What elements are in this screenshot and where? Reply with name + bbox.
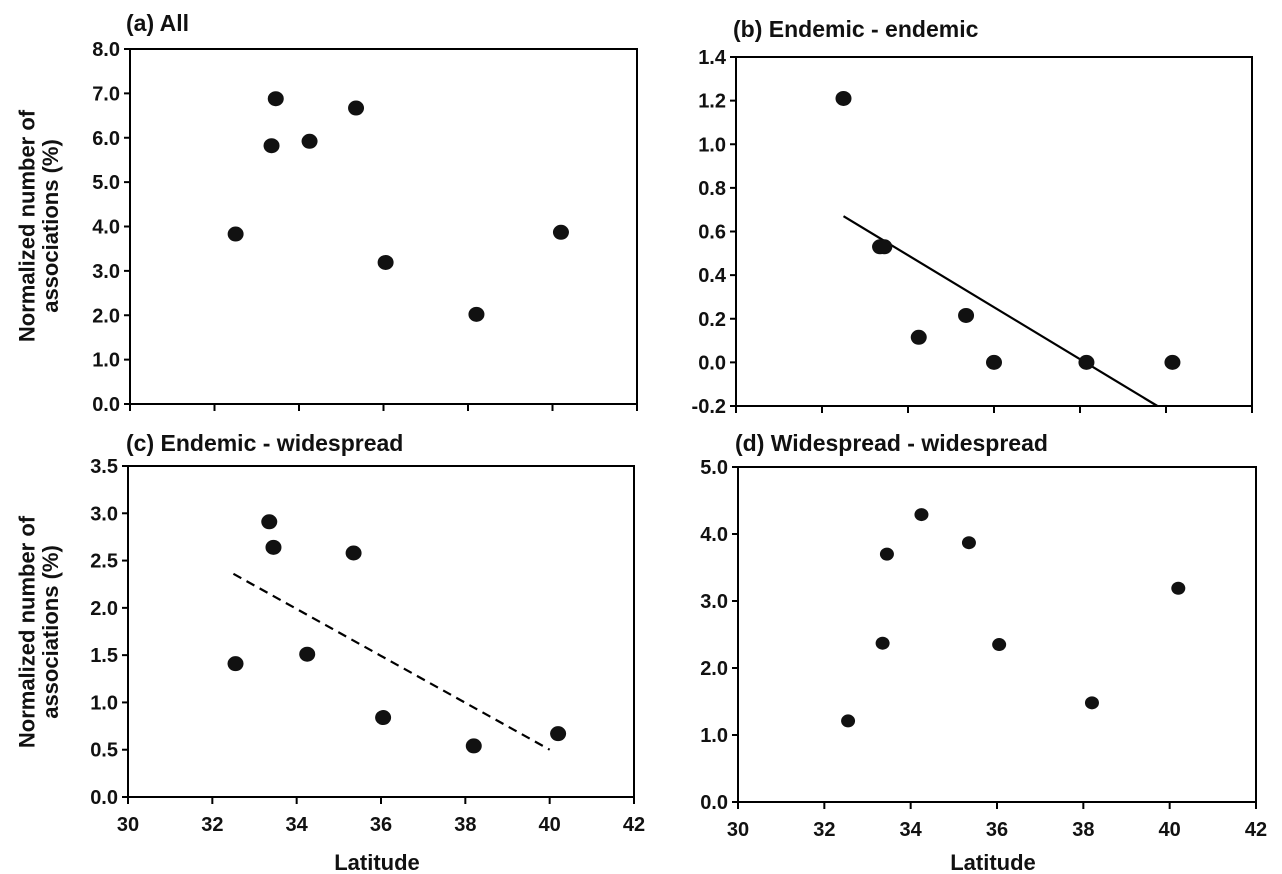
data-point bbox=[841, 714, 856, 728]
data-point bbox=[961, 536, 976, 550]
y-tick-label: 0.0 bbox=[90, 787, 118, 809]
y-tick-label: 6.0 bbox=[92, 128, 120, 150]
y-tick-label: 1.0 bbox=[700, 725, 728, 747]
plot-frame bbox=[127, 465, 635, 798]
y-tick-label: 0.0 bbox=[698, 352, 726, 374]
x-tick-label: 42 bbox=[623, 814, 645, 836]
panel-title: (a) All bbox=[126, 10, 189, 36]
data-point bbox=[835, 90, 852, 106]
x-axis-title: Latitude bbox=[950, 850, 1036, 874]
y-tick-label: 1.2 bbox=[698, 91, 726, 113]
y-axis-title-line: Normalized number of bbox=[15, 515, 40, 748]
x-axis-title: Latitude bbox=[334, 850, 420, 874]
data-point bbox=[992, 638, 1007, 652]
data-point bbox=[227, 226, 244, 242]
data-point bbox=[348, 100, 365, 116]
plot-frame bbox=[735, 56, 1253, 407]
y-tick-label: 2.5 bbox=[90, 551, 118, 573]
data-point bbox=[1078, 354, 1095, 370]
data-point bbox=[465, 738, 482, 754]
y-tick-label: 2.0 bbox=[92, 305, 120, 327]
x-tick-label: 34 bbox=[286, 814, 309, 836]
panel-title: (c) Endemic - widespread bbox=[126, 430, 403, 456]
data-point bbox=[879, 547, 894, 561]
chart-panel-c: (c) Endemic - widespread 0.0 0.5 1.0 1.5 2.0 2… bbox=[15, 430, 645, 874]
y-tick-label: 3.0 bbox=[92, 261, 120, 283]
data-point bbox=[1084, 696, 1099, 710]
y-tick-label: 0.5 bbox=[90, 740, 118, 762]
chart-panel-d: (d) Widespread - widespread 0.0 1.0 2.0 3.0 4… bbox=[700, 430, 1267, 874]
data-point bbox=[468, 306, 485, 322]
data-point bbox=[263, 138, 280, 154]
x-tick-label: 32 bbox=[201, 814, 223, 836]
x-tick-label: 40 bbox=[539, 814, 561, 836]
panel-title: (d) Widespread - widespread bbox=[735, 430, 1048, 456]
chart-panel-b: (b) Endemic - endemic -0.2 0.0 0.2 0.4 0.6 0.8… bbox=[692, 16, 1253, 418]
data-point bbox=[910, 329, 927, 345]
y-tick-label: 0.2 bbox=[698, 309, 726, 331]
y-tick-label: 0.0 bbox=[700, 792, 728, 814]
data-point bbox=[876, 239, 893, 255]
y-tick-label: 0.8 bbox=[698, 178, 726, 200]
y-tick-label: 5.0 bbox=[700, 457, 728, 479]
y-tick-label: 1.5 bbox=[90, 645, 118, 667]
y-tick-label: 3.5 bbox=[90, 456, 118, 478]
x-tick-label: 36 bbox=[986, 819, 1008, 841]
y-tick-label: 7.0 bbox=[92, 83, 120, 105]
x-tick-label: 38 bbox=[454, 814, 476, 836]
data-point bbox=[550, 726, 567, 742]
x-tick-label: 42 bbox=[1245, 819, 1267, 841]
y-tick-label: 4.0 bbox=[92, 217, 120, 239]
data-point bbox=[986, 354, 1002, 370]
y-tick-label: 3.0 bbox=[90, 503, 118, 525]
y-axis-title: Normalized number ofassociations (%) bbox=[15, 109, 63, 342]
y-tick-label: 3.0 bbox=[700, 591, 728, 613]
y-tick-label: 5.0 bbox=[92, 172, 120, 194]
y-tick-label: 2.0 bbox=[700, 658, 728, 680]
data-point bbox=[875, 636, 890, 650]
data-point bbox=[377, 254, 394, 270]
x-tick-label: 30 bbox=[117, 814, 139, 836]
y-tick-label: 8.0 bbox=[92, 39, 120, 61]
y-tick-label: -0.2 bbox=[692, 396, 726, 418]
y-tick-label: 1.4 bbox=[698, 47, 727, 69]
trend-line bbox=[842, 215, 1158, 407]
x-tick-label: 38 bbox=[1072, 819, 1094, 841]
data-point bbox=[1171, 581, 1186, 595]
y-axis-title-line: Normalized number of bbox=[15, 109, 40, 342]
y-axis-title-line: associations (%) bbox=[38, 139, 63, 313]
data-point bbox=[375, 710, 392, 726]
data-point bbox=[301, 133, 318, 149]
y-tick-label: 0.6 bbox=[698, 222, 726, 244]
y-tick-label: 4.0 bbox=[700, 524, 728, 546]
x-tick-label: 32 bbox=[813, 819, 835, 841]
x-tick-label: 34 bbox=[900, 819, 923, 841]
data-point bbox=[1164, 354, 1181, 370]
y-tick-label: 1.0 bbox=[698, 134, 726, 156]
data-point bbox=[552, 224, 569, 240]
data-point bbox=[227, 656, 244, 672]
x-tick-label: 30 bbox=[727, 819, 749, 841]
data-point bbox=[265, 539, 282, 555]
data-point bbox=[261, 514, 278, 530]
y-axis-title-line: associations (%) bbox=[38, 545, 63, 719]
y-tick-label: 2.0 bbox=[90, 598, 118, 620]
y-tick-label: 1.0 bbox=[90, 692, 118, 714]
trend-line bbox=[232, 572, 551, 751]
y-axis-title: Normalized number ofassociations (%) bbox=[15, 515, 63, 748]
data-point bbox=[914, 508, 929, 522]
chart-panel-a: (a) All 0.0 1.0 2.0 3.0 4.0 5.0 6.0 7.0 8.0 Normal… bbox=[15, 10, 638, 416]
data-point bbox=[267, 91, 284, 107]
y-tick-label: 0.0 bbox=[92, 394, 120, 416]
y-tick-label: 0.4 bbox=[698, 265, 727, 287]
data-point bbox=[345, 545, 362, 561]
panel-title: (b) Endemic - endemic bbox=[733, 16, 979, 42]
y-tick-label: 1.0 bbox=[92, 350, 120, 372]
x-tick-label: 36 bbox=[370, 814, 392, 836]
x-tick-label: 40 bbox=[1159, 819, 1181, 841]
data-point bbox=[958, 307, 975, 323]
data-point bbox=[299, 646, 316, 662]
plot-frame bbox=[737, 466, 1257, 803]
